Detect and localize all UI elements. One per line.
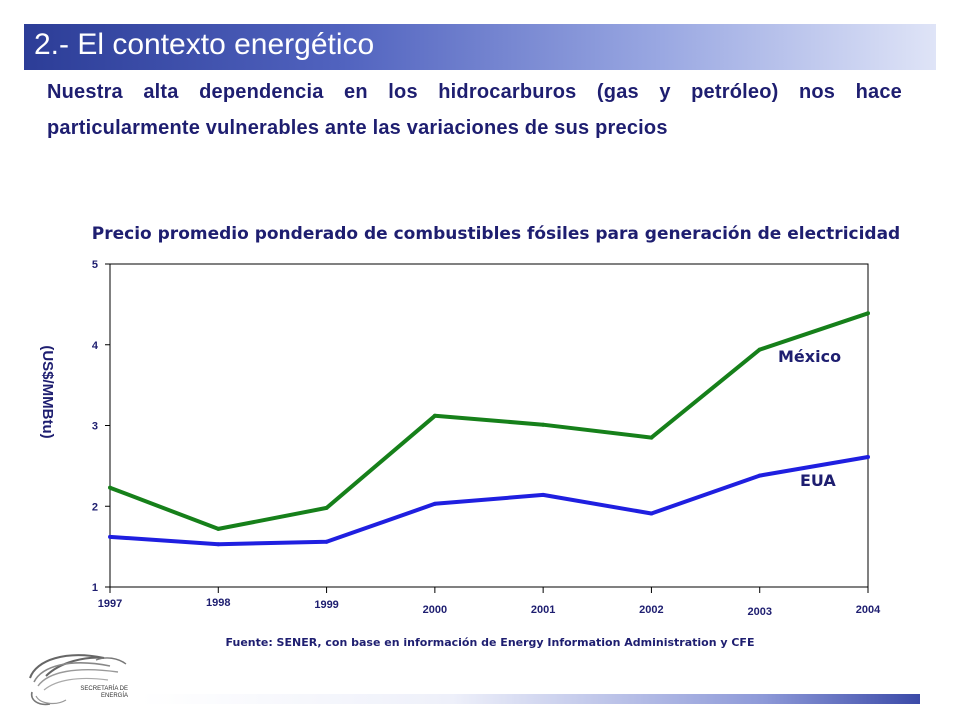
source-note: Fuente: SENER, con base en información d… [225,636,755,649]
data-point-m-xico [649,435,654,440]
y-tick-label: 4 [92,340,99,352]
data-point-m-xico [108,485,112,490]
data-point-eua [866,454,870,459]
y-tick-label: 5 [92,259,98,271]
series-label-m-xico: México [778,347,841,366]
x-tick-label: 2001 [531,604,555,616]
x-tick-label: 2002 [639,604,663,616]
x-tick-label: 1999 [314,599,338,611]
subtitle-line-1: Nuestra alta dependencia en los hidrocar… [47,81,902,103]
eagle-emblem-icon [29,654,127,706]
y-tick-label: 2 [92,501,98,513]
data-point-m-xico [757,347,762,352]
x-tick-label: 2004 [856,604,881,616]
title-bar: 2.- El contexto energético [24,24,936,70]
data-point-eua [108,534,112,539]
x-tick-label: 2000 [423,604,447,616]
logo-line-2: ENERGÍA [100,693,128,699]
y-tick-label: 3 [92,421,98,433]
series-label-eua: EUA [800,471,836,490]
series-line-eua [109,455,869,547]
data-point-eua [432,501,437,506]
data-point-m-xico [216,526,221,531]
data-point-eua [541,492,546,497]
data-point-eua [216,542,221,547]
data-point-m-xico [866,311,870,316]
y-axis-label: (US$/MMBtu) [39,345,56,438]
x-tick-label: 2003 [747,606,771,618]
data-point-eua [649,511,654,516]
data-point-eua [324,539,329,544]
y-tick-label: 1 [92,582,98,594]
data-point-m-xico [541,422,546,427]
slide-subtitle: Nuestra alta dependencia en los hidrocar… [47,74,902,146]
chart-title: Precio promedio ponderado de combustible… [91,224,901,244]
logo-line-1: SECRETARÍA DE [80,686,128,692]
series-line-m-xico [109,311,869,531]
data-point-eua [757,473,762,478]
subtitle-line-2: particularmente vulnerables ante las var… [47,117,668,139]
data-point-m-xico [324,505,329,510]
footer-bar [140,694,920,704]
data-point-m-xico [432,413,437,418]
logo-text: SECRETARÍA DE ENERGÍA [62,686,128,700]
x-tick-label: 1998 [206,597,230,609]
x-tick-label: 1997 [98,598,122,610]
plot-area [109,263,869,588]
slide-title: 2.- El contexto energético [34,28,375,61]
